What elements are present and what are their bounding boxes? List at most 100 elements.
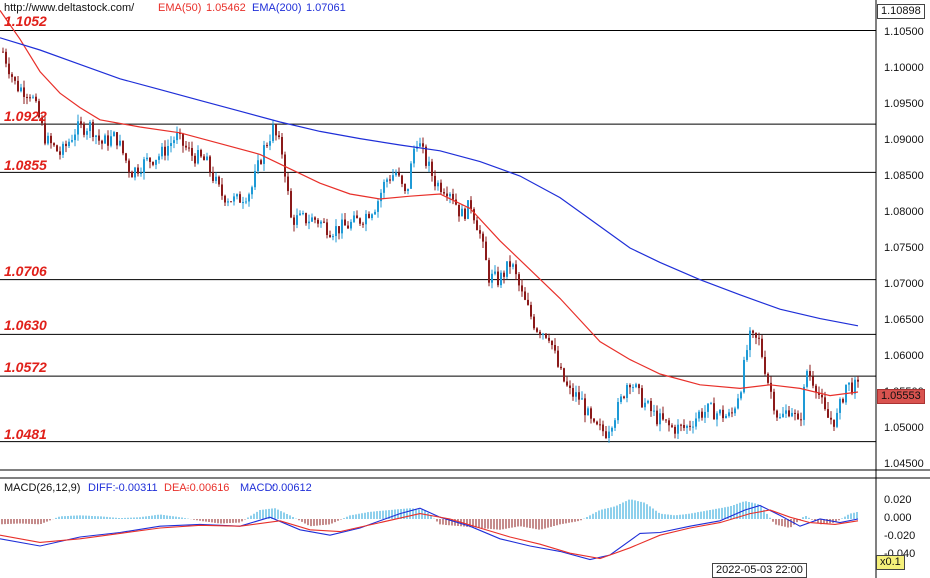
candle-body [656, 410, 658, 425]
candle-body [251, 187, 253, 195]
candle-body [245, 201, 247, 203]
candle-body [437, 182, 439, 187]
candle-body [440, 182, 442, 193]
candle-body [752, 330, 754, 333]
candle-body [647, 400, 649, 403]
candle-body [665, 419, 667, 421]
candle-body [566, 381, 568, 386]
candle-body [356, 215, 358, 219]
candle-body [302, 213, 304, 215]
zoom-button[interactable]: x0.1 [876, 555, 905, 570]
candle-body [683, 424, 685, 428]
candle-body [608, 431, 610, 439]
candle-body [314, 217, 316, 220]
candle-body [776, 410, 778, 418]
candle-body [725, 415, 727, 419]
site-url[interactable]: http://www.deltastock.com/ [4, 2, 135, 14]
candle-body [593, 418, 595, 422]
candle-body [620, 396, 622, 402]
candle-body [140, 172, 142, 174]
candle-body [716, 413, 718, 420]
candle-body [464, 208, 466, 219]
current-price-box: 1.05553 [877, 389, 925, 404]
candle-body [269, 141, 271, 146]
candle-body [89, 122, 91, 132]
price-tick: 1.09500 [884, 98, 924, 110]
candle-body [134, 167, 136, 178]
candle-body [530, 304, 532, 317]
candle-body [827, 409, 829, 418]
candle-body [638, 384, 640, 389]
candle-body [323, 221, 325, 223]
candle-body [428, 161, 430, 166]
candle-body [185, 145, 187, 148]
candle-body [344, 219, 346, 226]
candle-body [284, 154, 286, 177]
candle-body [242, 202, 244, 204]
macd-dea-line [0, 509, 859, 560]
candle-body [101, 140, 103, 144]
candle-body [35, 96, 37, 102]
candle-body [155, 159, 157, 165]
candle-body [257, 160, 259, 172]
candle-body [200, 149, 202, 157]
candle-body [482, 233, 484, 242]
candle-body [851, 382, 853, 394]
candle-body [587, 408, 589, 416]
candle-body [809, 371, 811, 377]
candle-body [41, 117, 43, 124]
candle-body [857, 379, 859, 382]
candle-body [821, 394, 823, 398]
candle-body [359, 218, 361, 224]
candle-body [143, 159, 145, 173]
candle-body [494, 271, 496, 274]
macd-tick: -0.020 [884, 530, 916, 542]
candle-body [797, 413, 799, 420]
macd-tick: 0.020 [884, 494, 912, 506]
candle-body [518, 274, 520, 286]
candle-body [56, 145, 58, 152]
candle-body [377, 201, 379, 212]
candle-body [833, 419, 835, 427]
candle-body [149, 157, 151, 162]
top-price-box: 1.10898 [877, 4, 925, 19]
candle-body [839, 399, 841, 413]
candle-body [830, 417, 832, 420]
candle-body [767, 373, 769, 383]
candle-body [773, 391, 775, 411]
ema50-value: 1.05462 [206, 2, 246, 14]
candle-body [467, 200, 469, 219]
candle-body [527, 299, 529, 305]
candle-body [848, 382, 850, 385]
candle-body [203, 156, 205, 161]
candle-body [842, 399, 844, 403]
candle-body [389, 179, 391, 181]
candle-body [329, 235, 331, 238]
candle-body [728, 412, 730, 416]
datetime-readout: 2022-05-03 22:00 [712, 563, 807, 578]
candle-body [758, 337, 760, 339]
ema-lines [0, 10, 859, 397]
candle-body [95, 135, 97, 138]
candle-body [371, 214, 373, 219]
level-label: 1.0481 [4, 426, 47, 442]
candle-body [221, 184, 223, 196]
candle-body [227, 201, 229, 203]
candle-body [452, 193, 454, 200]
ema200-label: EMA(200) [252, 2, 302, 14]
price-tick: 1.09000 [884, 134, 924, 146]
candle-body [248, 194, 250, 202]
candle-body [686, 425, 688, 428]
price-tick: 1.08500 [884, 170, 924, 182]
candle-body [551, 340, 553, 346]
candle-body [62, 143, 64, 155]
candle-body [749, 330, 751, 351]
macd-dea-label: DEA: [164, 482, 190, 494]
candle-body [659, 413, 661, 425]
candle-body [260, 160, 262, 164]
macd-diff-label: DIFF: [88, 482, 116, 494]
candle-body [338, 226, 340, 234]
ema200-line [0, 37, 859, 327]
candle-body [650, 400, 652, 412]
